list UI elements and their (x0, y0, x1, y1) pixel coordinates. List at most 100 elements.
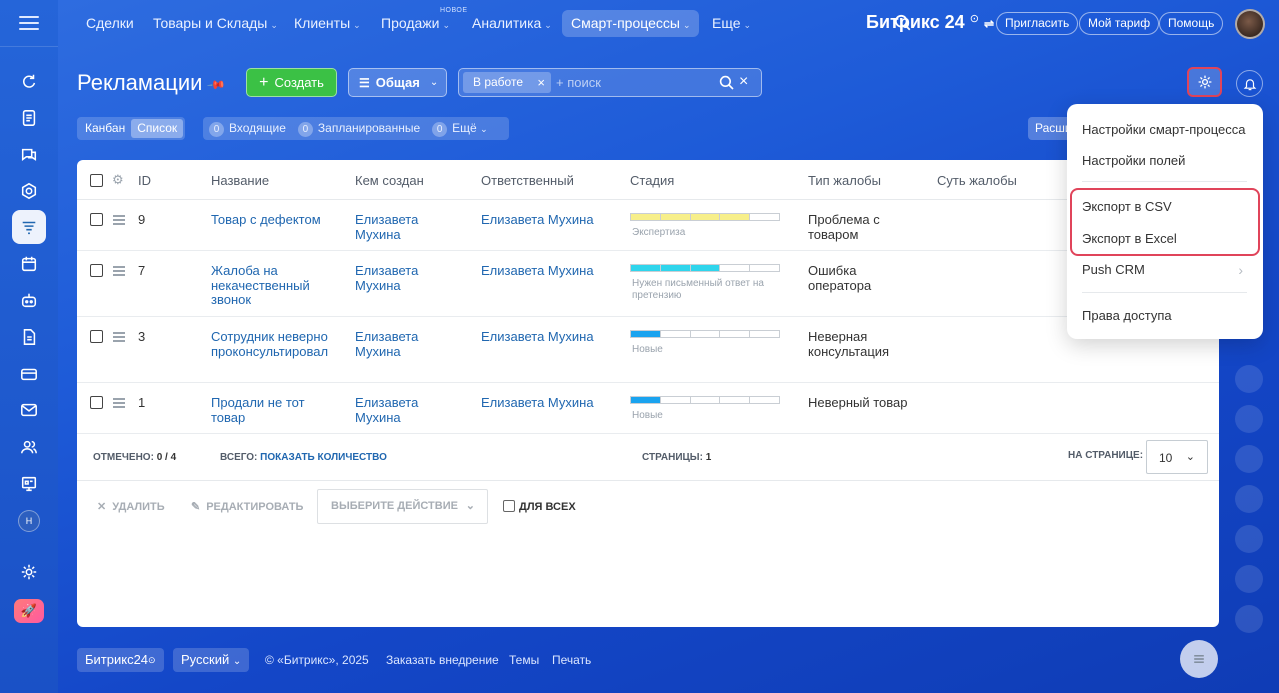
select-all-checkbox[interactable] (90, 174, 103, 187)
table-row[interactable]: 9 Товар с дефектом Елизавета Мухина Елиз… (77, 200, 1219, 251)
menu-item-export-excel[interactable]: Экспорт в Excel (1082, 231, 1177, 246)
for-all-checkbox[interactable] (503, 500, 515, 512)
nav-clients[interactable]: Клиенты ⌄ (285, 10, 370, 37)
column-complaint-essence[interactable]: Суть жалобы (937, 173, 1017, 188)
cell-responsible-link[interactable]: Елизавета Мухина (481, 329, 594, 344)
column-name[interactable]: Название (211, 173, 270, 188)
sidebar-item-mail[interactable] (12, 393, 46, 427)
rocket-icon[interactable]: 🚀 (14, 599, 44, 623)
cell-creator-link[interactable]: Елизавета Мухина (355, 212, 419, 242)
tab-list[interactable]: Список (131, 119, 184, 138)
language-select[interactable]: Русский ⌄ (173, 648, 250, 672)
settings-button[interactable] (1187, 67, 1222, 97)
cell-creator-link[interactable]: Елизавета Мухина (355, 395, 419, 425)
delete-button[interactable]: ✕ Удалить (97, 500, 165, 513)
user-initial-avatar[interactable]: Н (18, 510, 40, 532)
invite-button[interactable]: Пригласить (996, 12, 1079, 35)
action-select[interactable]: Выберите действие ⌄ (317, 489, 488, 524)
nav-products[interactable]: Товары и Склады ⌄ (144, 10, 287, 37)
menu-item-access-rights[interactable]: Права доступа (1082, 308, 1172, 323)
clear-icon[interactable]: × (739, 73, 749, 90)
sidebar-item-smart-processes[interactable] (12, 210, 46, 244)
cell-responsible-link[interactable]: Елизавета Мухина (481, 212, 594, 227)
column-stage[interactable]: Стадия (630, 173, 675, 188)
sidebar-item-crm[interactable] (12, 174, 46, 208)
user-avatar[interactable] (1235, 9, 1265, 39)
nav-smart-processes[interactable]: Смарт-процессы ⌄ (562, 10, 700, 37)
table-row[interactable]: 3 Сотрудник неверно проконсультировал Ел… (77, 317, 1219, 383)
right-panel-avatar[interactable] (1235, 365, 1263, 393)
category-select[interactable]: ☰ Общая ⌄ (348, 68, 447, 97)
per-page-select[interactable]: 10 ⌄ (1146, 440, 1208, 474)
nav-sales[interactable]: Продажи ⌄ (372, 10, 459, 37)
column-settings-gear-icon[interactable]: ⚙ (112, 172, 124, 187)
brand-logo[interactable]: Битрикс 24 ⊙ ⇌ (866, 12, 994, 33)
right-panel-avatar[interactable] (1235, 525, 1263, 553)
right-panel-avatar[interactable] (1235, 445, 1263, 473)
cell-name-link[interactable]: Сотрудник неверно проконсультировал (211, 329, 329, 359)
cell-creator-link[interactable]: Елизавета Мухина (355, 263, 419, 293)
pages-value[interactable]: 1 (705, 452, 712, 463)
column-responsible[interactable]: Ответственный (481, 173, 574, 188)
my-tariff-button[interactable]: Мой тариф (1079, 12, 1160, 35)
filter-search-box[interactable]: В работе × + поиск × (458, 68, 762, 97)
search-placeholder[interactable]: + поиск (556, 75, 601, 90)
row-menu-icon[interactable] (113, 266, 125, 278)
sidebar-item-settings[interactable] (12, 555, 46, 589)
counter-more[interactable]: 0 Ещё ⌄ (432, 121, 488, 137)
help-button[interactable]: Помощь (1159, 12, 1224, 35)
nav-more[interactable]: Еще ⌄ (703, 10, 760, 37)
menu-item-field-settings[interactable]: Настройки полей (1082, 153, 1186, 168)
stage-progress-bar[interactable] (630, 396, 780, 404)
sidebar-item-shop[interactable] (12, 357, 46, 391)
chat-widget-button[interactable] (1180, 640, 1218, 678)
stage-progress-bar[interactable] (630, 264, 780, 272)
footer-brand-button[interactable]: Битрикс24⊙ (77, 648, 164, 672)
print-link[interactable]: Печать (552, 653, 592, 667)
right-panel-avatar[interactable] (1235, 405, 1263, 433)
sidebar-item-tasks[interactable] (12, 101, 46, 135)
cell-name-link[interactable]: Товар с дефектом (211, 212, 321, 227)
column-complaint-type[interactable]: Тип жалобы (808, 173, 881, 188)
show-count-link[interactable]: Показать количество (260, 452, 387, 463)
nav-deals[interactable]: Сделки (77, 10, 143, 37)
edit-button[interactable]: ✎ Редактировать (191, 500, 303, 513)
search-icon[interactable] (719, 75, 735, 91)
right-panel-avatar[interactable] (1235, 605, 1263, 633)
stage-progress-bar[interactable] (630, 330, 780, 338)
right-panel-avatar[interactable] (1235, 485, 1263, 513)
sidebar-item-chat[interactable] (12, 138, 46, 172)
counter-planned[interactable]: 0 Запланированные (297, 121, 420, 137)
column-creator[interactable]: Кем создан (355, 173, 424, 188)
close-icon[interactable]: × (537, 75, 545, 90)
row-menu-icon[interactable] (113, 398, 125, 410)
cell-name-link[interactable]: Продали не тот товар (211, 395, 305, 425)
create-button[interactable]: + Создать (246, 68, 337, 97)
search-icon[interactable] (894, 14, 912, 32)
sidebar-item-sites[interactable] (12, 467, 46, 501)
row-checkbox[interactable] (90, 264, 103, 277)
row-menu-icon[interactable] (113, 215, 125, 227)
tab-kanban[interactable]: Канбан (85, 121, 126, 135)
pin-icon[interactable]: 📌 (206, 74, 227, 96)
row-checkbox[interactable] (90, 330, 103, 343)
for-all-toggle[interactable]: Для всех (503, 500, 576, 513)
column-id[interactable]: ID (138, 173, 151, 188)
sidebar-item-feed[interactable] (12, 65, 46, 99)
sidebar-item-employees[interactable] (12, 430, 46, 464)
row-checkbox[interactable] (90, 213, 103, 226)
right-panel-avatar[interactable] (1235, 565, 1263, 593)
nav-analytics[interactable]: Аналитика ⌄ (463, 10, 561, 37)
sidebar-item-copilot[interactable] (12, 283, 46, 317)
cell-responsible-link[interactable]: Елизавета Мухина (481, 395, 594, 410)
table-row[interactable]: 7 Жалоба на некачественный звонок Елизав… (77, 251, 1219, 317)
settings-sliders-icon[interactable]: ⇌ (983, 17, 994, 31)
cell-creator-link[interactable]: Елизавета Мухина (355, 329, 419, 359)
row-menu-icon[interactable] (113, 332, 125, 344)
menu-item-process-settings[interactable]: Настройки смарт-процесса (1082, 122, 1246, 137)
table-row[interactable]: 1 Продали не тот товар Елизавета Мухина … (77, 383, 1219, 434)
menu-item-export-csv[interactable]: Экспорт в CSV (1082, 199, 1172, 214)
notifications-button[interactable] (1236, 70, 1263, 97)
sidebar-item-docs[interactable] (12, 320, 46, 354)
cell-responsible-link[interactable]: Елизавета Мухина (481, 263, 594, 278)
